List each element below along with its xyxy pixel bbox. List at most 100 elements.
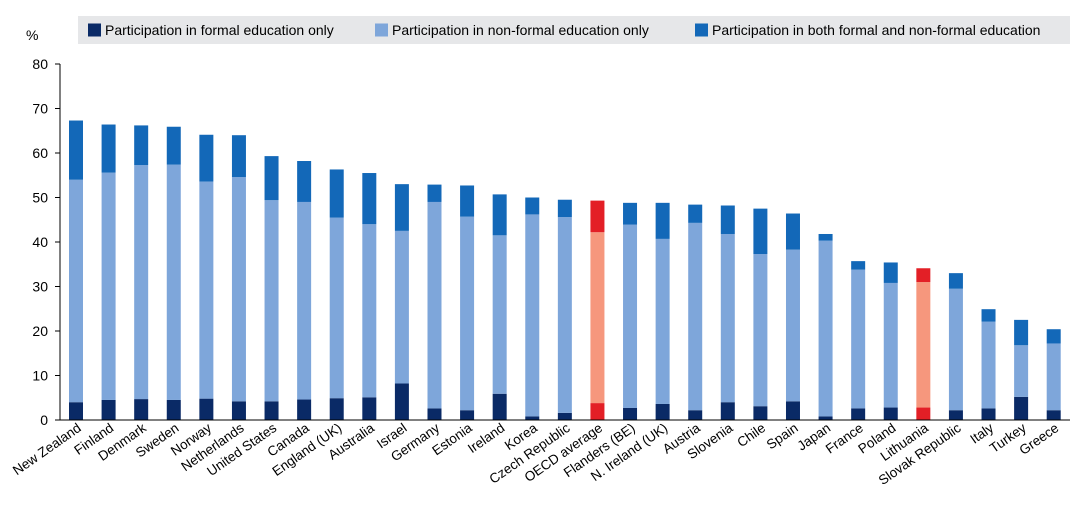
bar-segment-1: [231, 401, 246, 420]
bar-segment-1: [199, 398, 214, 420]
bar-segment-1: [69, 402, 83, 420]
x-axis: New ZealandFinlandDenmarkSwedenNorwayNet…: [10, 419, 1070, 488]
bar-segment-3: [134, 125, 149, 166]
bar-segment-3: [753, 208, 768, 255]
bar-segment-2: [264, 200, 279, 402]
bar-segment-2: [785, 249, 800, 402]
bar-segment-1: [264, 401, 279, 420]
bar-segment-2: [655, 238, 670, 404]
bar-segment-2: [101, 172, 116, 400]
bar-segment-3: [427, 184, 442, 202]
bar-segment-2: [1014, 345, 1029, 397]
y-tick-label: 10: [32, 368, 48, 384]
y-tick-label: 50: [32, 190, 48, 206]
legend-background: [78, 16, 1070, 44]
legend-label-3: Participation in both formal and non-for…: [712, 22, 1040, 38]
bar-segment-1: [851, 408, 866, 420]
bars: [69, 120, 1061, 420]
legend-swatch-2: [375, 23, 388, 37]
bar-segment-1: [1046, 410, 1061, 420]
x-tick-label: New Zealand: [10, 420, 84, 478]
bar-segment-3: [590, 200, 605, 233]
bar-segment-1: [166, 399, 181, 420]
bar-segment-3: [720, 205, 735, 234]
bar-segment-3: [394, 184, 409, 231]
bar-segment-3: [851, 261, 866, 270]
bar-segment-2: [557, 217, 572, 413]
bar-segment-2: [623, 224, 638, 408]
legend-label-1: Participation in formal education only: [105, 22, 334, 38]
bar-segment-1: [525, 416, 540, 420]
bar-segment-3: [688, 204, 703, 223]
bar-segment-3: [883, 262, 898, 283]
bar-segment-1: [981, 408, 996, 420]
bar-segment-2: [590, 232, 605, 404]
bar-segment-1: [623, 407, 638, 420]
bar-segment-2: [851, 269, 866, 409]
bar-segment-2: [166, 164, 181, 400]
bar-segment-2: [199, 181, 214, 399]
bar-segment-2: [492, 235, 507, 394]
y-axis: % 0 10 20 30 40 50 60 70 80: [26, 27, 61, 428]
bar-segment-3: [231, 135, 246, 178]
bar-segment-1: [818, 416, 833, 420]
x-tick-label: Spain: [764, 420, 801, 452]
bar-segment-2: [394, 230, 409, 384]
bar-segment-1: [101, 399, 116, 420]
bar-segment-3: [297, 161, 312, 202]
bar-segment-2: [688, 222, 703, 411]
bar-segment-1: [394, 383, 409, 420]
bar-segment-1: [720, 402, 735, 420]
bar-segment-2: [720, 233, 735, 403]
bar-segment-2: [948, 288, 963, 411]
x-tick-label: Ireland: [465, 420, 507, 456]
bar-segment-2: [329, 217, 344, 399]
y-tick-label: 70: [32, 101, 48, 117]
bar-segment-3: [1014, 319, 1029, 346]
bar-segment-2: [818, 240, 833, 417]
bar-segment-2: [981, 321, 996, 409]
bar-segment-1: [427, 408, 442, 420]
x-tick-label: Chile: [734, 420, 768, 450]
bar-segment-2: [525, 214, 540, 417]
bar-segment-2: [231, 177, 246, 402]
bar-segment-2: [460, 216, 475, 411]
bar-segment-1: [297, 399, 312, 420]
bar-segment-1: [916, 407, 931, 420]
bar-segment-1: [753, 406, 768, 420]
bar-segment-1: [460, 410, 475, 420]
y-tick-label: 80: [32, 56, 48, 72]
bar-segment-3: [1046, 329, 1061, 344]
bar-segment-3: [329, 169, 344, 218]
bar-segment-2: [883, 282, 898, 408]
bar-segment-3: [362, 173, 377, 225]
bar-segment-1: [590, 403, 605, 420]
legend-swatch-3: [695, 23, 708, 37]
bar-segment-1: [688, 410, 703, 420]
bar-segment-3: [655, 202, 670, 239]
bar-segment-1: [655, 403, 670, 420]
y-axis-label: %: [26, 27, 38, 43]
bar-segment-1: [948, 410, 963, 420]
legend-swatch-1: [88, 23, 101, 37]
bar-segment-2: [297, 201, 312, 400]
y-tick-label: 60: [32, 145, 48, 161]
bar-segment-3: [492, 194, 507, 236]
bar-segment-3: [460, 185, 475, 217]
bar-segment-3: [557, 199, 572, 218]
bar-segment-3: [166, 126, 181, 165]
bar-segment-3: [785, 213, 800, 250]
bar-segment-3: [199, 134, 214, 182]
bar-segment-1: [134, 399, 149, 420]
bar-segment-1: [492, 393, 507, 420]
legend: Participation in formal education only Pa…: [78, 16, 1070, 44]
bar-segment-3: [264, 156, 279, 201]
bar-segment-1: [329, 398, 344, 420]
bar-segment-3: [981, 309, 996, 322]
bar-segment-3: [69, 120, 83, 180]
bar-segment-1: [1014, 396, 1029, 420]
bar-segment-3: [916, 268, 931, 283]
bar-segment-3: [623, 202, 638, 225]
bar-segment-2: [753, 254, 768, 407]
